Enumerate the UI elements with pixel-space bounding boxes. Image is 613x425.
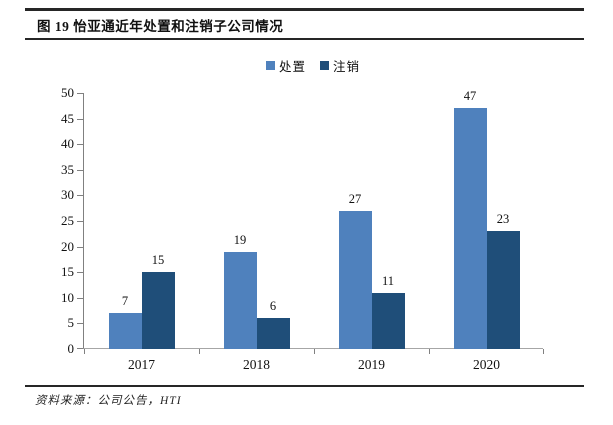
x-axis-tick-mark [84,349,85,354]
y-axis-tick-label: 40 [61,136,74,152]
y-axis-tick-label: 25 [61,213,74,228]
legend-label: 注销 [333,59,361,74]
x-axis-tick-mark [198,349,200,354]
legend-item: 注销 [320,56,360,75]
title-divider [25,38,584,40]
y-axis-tick-mark [77,118,83,120]
source-note: 资料来源：公司公告，HTI [35,395,182,407]
bar-value-label: 47 [463,89,477,104]
bar [223,251,257,349]
y-axis-tick-label: 15 [61,264,74,280]
legend-swatch-icon [320,60,329,70]
bar [338,210,372,349]
x-axis-tick-mark [543,349,544,354]
bar [108,313,142,349]
y-axis-tick-mark [77,272,83,274]
y-axis-tick-mark [77,93,83,94]
bar [453,108,487,349]
y-axis-tick-label: 35 [61,161,74,177]
y-axis-tick-label: 0 [67,341,75,356]
top-divider [25,8,584,11]
bar [141,272,175,349]
y-axis-tick-mark [77,169,83,171]
x-axis-category-label: 2018 [243,357,270,372]
bar-value-label: 11 [381,273,395,288]
bar-value-label: 7 [121,294,129,309]
bar-value-label: 23 [496,212,510,227]
y-axis-tick-label: 10 [61,289,74,305]
legend-label: 处置 [278,59,306,74]
legend-swatch-icon [265,60,275,70]
x-axis-tick-mark [428,349,430,354]
y-axis-tick-mark [77,144,83,146]
y-axis-tick-label: 45 [61,110,74,126]
figure-title: 图 19 怡亚通近年处置和注销子公司情况 [37,19,284,34]
x-axis-category-label: 2017 [128,357,155,372]
y-axis-tick-label: 50 [61,85,74,100]
bar-value-label: 6 [269,299,277,314]
y-axis-tick-label: 5 [67,315,75,331]
x-axis-category-label: 2020 [473,357,500,372]
y-axis-tick-label: 30 [61,187,74,203]
y-axis-tick-mark [77,195,83,197]
bar-value-label: 15 [151,253,165,268]
chart-legend: 处置 注销 [83,56,543,75]
y-axis-tick-mark [77,297,83,299]
bar-value-label: 19 [233,232,247,247]
y-axis-tick-label: 20 [61,238,74,254]
x-axis-tick-mark [313,349,315,354]
bar [486,231,520,349]
y-axis-tick-mark [77,348,83,349]
y-axis-tick-mark [77,221,83,222]
bar [256,318,290,349]
y-axis-tick-mark [77,246,83,248]
x-axis-category-label: 2019 [358,357,385,372]
y-axis-tick-mark [77,323,83,325]
bar [371,292,405,349]
footer-divider [25,385,584,387]
legend-item: 处置 [265,56,306,75]
plot-area: 0 5 10 15 20 25 30 35 40 45 50 7 15 2017 19 6 2018 27 11 20… [61,85,544,372]
bar-value-label: 27 [348,191,362,206]
